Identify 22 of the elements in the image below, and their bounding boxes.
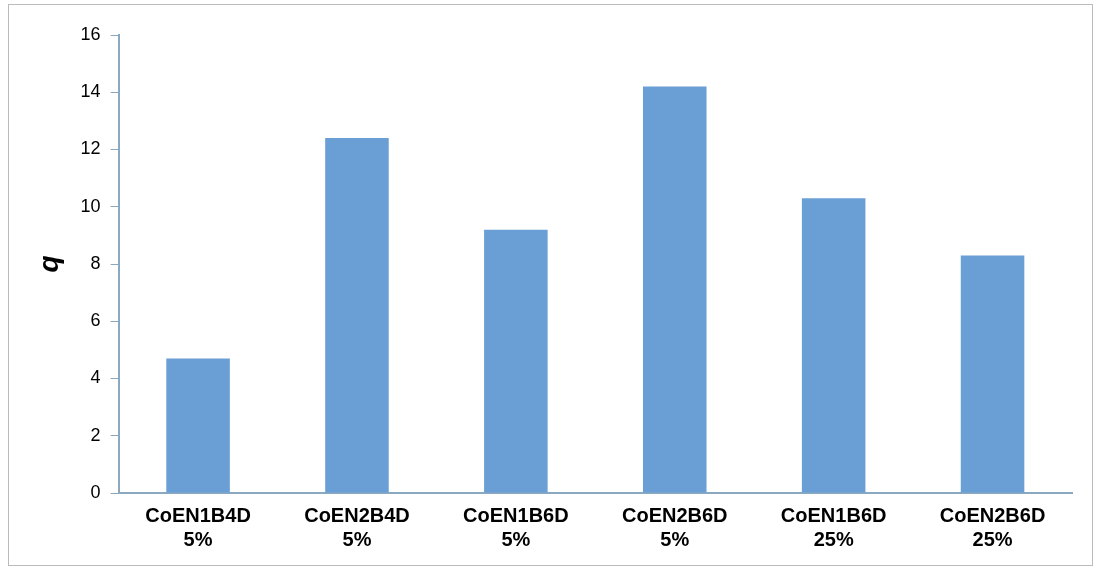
y-tick-label: 6 <box>90 310 101 331</box>
x-tick-label: CoEN2B6D 25% <box>939 503 1046 550</box>
x-tick-label: CoEN2B6D 5% <box>621 503 728 550</box>
bar <box>960 255 1025 493</box>
x-tick-label: CoEN2B4D 5% <box>304 503 410 550</box>
y-tick-label: 14 <box>80 81 101 102</box>
x-tick-label: CoEN1B6D 5% <box>463 503 569 550</box>
bar <box>642 86 707 493</box>
y-tick-label: 12 <box>80 138 101 159</box>
bar <box>166 358 230 493</box>
x-tick-label: CoEN1B6D 25% <box>780 503 887 550</box>
y-tick-label: 4 <box>90 367 101 388</box>
bar <box>801 198 866 493</box>
y-tick-label: 0 <box>90 481 101 502</box>
bar <box>325 138 389 493</box>
y-tick-label: 2 <box>90 424 101 445</box>
y-axis-title: q <box>32 255 64 273</box>
x-tick-label: CoEN1B4D 5% <box>145 503 251 550</box>
bar <box>484 229 548 493</box>
y-tick-label: 16 <box>80 23 101 44</box>
y-tick-label: 10 <box>80 195 101 216</box>
y-tick-label: 8 <box>90 252 101 273</box>
